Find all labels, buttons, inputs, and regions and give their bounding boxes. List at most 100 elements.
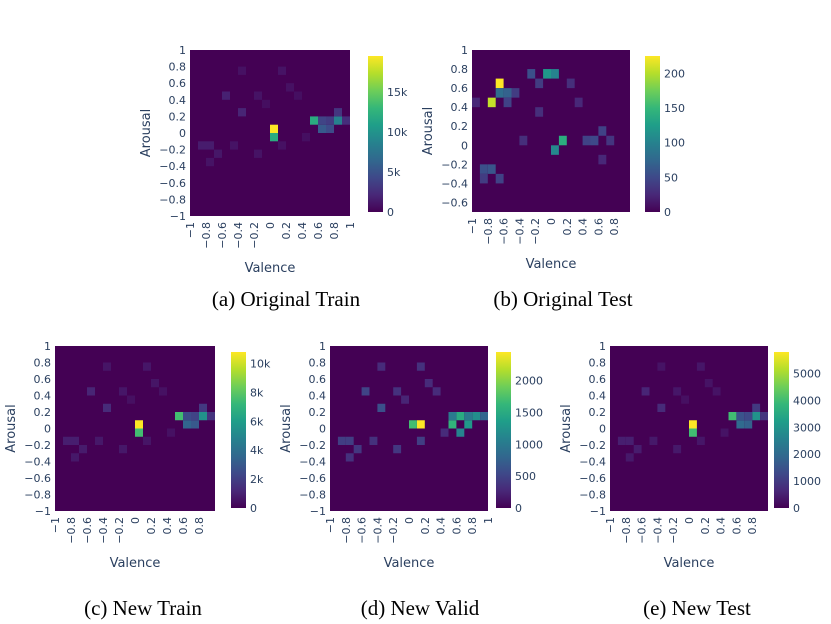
y-tick-label: 0.4 bbox=[169, 94, 187, 107]
y-tick-label: 0.2 bbox=[34, 406, 52, 419]
heatmap-cell bbox=[448, 420, 457, 429]
x-tick-label: −0.2 bbox=[529, 218, 542, 245]
x-tick-label: −0.2 bbox=[387, 517, 400, 544]
heatmap-cell bbox=[318, 124, 326, 133]
x-axis-label: Valence bbox=[245, 261, 296, 276]
heatmap-cell bbox=[135, 428, 143, 437]
y-tick-label: 0.6 bbox=[34, 373, 52, 386]
x-axis-label: Valence bbox=[384, 556, 435, 571]
y-tick-label: −0.6 bbox=[24, 472, 51, 485]
caption-a: (a) Original Train bbox=[211, 287, 361, 311]
heatmap-cell bbox=[535, 78, 544, 89]
x-tick-label: 0.8 bbox=[608, 218, 621, 236]
heatmap-cell bbox=[294, 91, 302, 100]
heatmap-cell bbox=[456, 428, 465, 437]
x-tick-label: −1 bbox=[604, 517, 617, 533]
x-tick-label: 0.2 bbox=[561, 218, 574, 236]
heatmap-cell bbox=[401, 395, 409, 404]
colorbar-tick-label: 15k bbox=[387, 86, 408, 99]
y-axis-label: Arousal bbox=[139, 109, 154, 158]
y-tick-label: 0.2 bbox=[309, 406, 327, 419]
heatmap-cell bbox=[689, 428, 697, 437]
heatmap-cell bbox=[254, 149, 262, 158]
x-tick-label: −1 bbox=[49, 517, 62, 533]
colorbar-tick-label: 150 bbox=[664, 102, 685, 115]
heatmap-cell bbox=[416, 420, 425, 429]
y-tick-label: 0.2 bbox=[169, 110, 187, 123]
heatmap-cell bbox=[278, 66, 286, 75]
heatmap-cell bbox=[487, 97, 496, 108]
x-tick-label: −0.6 bbox=[498, 218, 511, 245]
heatmap-cell bbox=[262, 99, 270, 109]
heatmap-cell bbox=[744, 412, 753, 421]
y-tick-label: 0 bbox=[44, 423, 51, 436]
y-tick-label: 0.4 bbox=[451, 101, 469, 114]
heatmap-cell bbox=[63, 436, 71, 445]
y-axis-label: Arousal bbox=[421, 107, 436, 156]
heatmap-cell bbox=[393, 445, 402, 454]
x-tick-label: 0.8 bbox=[328, 222, 341, 240]
heatmap-cell bbox=[214, 149, 222, 158]
heatmap-cell bbox=[649, 436, 658, 445]
x-tick-label: 0.2 bbox=[145, 517, 158, 535]
heatmap-cell bbox=[119, 445, 127, 454]
heatmap-cell bbox=[183, 420, 191, 429]
heatmap-cell bbox=[456, 412, 465, 421]
heatmap-cell bbox=[625, 453, 634, 462]
y-tick-label: −0.4 bbox=[24, 456, 51, 469]
caption-c: (c) New Train bbox=[84, 596, 202, 620]
heatmap-cell bbox=[712, 387, 721, 396]
x-tick-label: 0.8 bbox=[193, 517, 206, 535]
heatmap-cell bbox=[206, 141, 214, 150]
heatmap-cell bbox=[103, 403, 111, 412]
heatmap-cell bbox=[464, 412, 473, 421]
heatmap-cell bbox=[143, 436, 151, 445]
caption-b: (b) Original Test bbox=[493, 287, 633, 311]
y-tick-label: 0.2 bbox=[451, 120, 469, 133]
x-axis-label: Valence bbox=[526, 257, 577, 272]
x-tick-label: 0.4 bbox=[435, 517, 448, 535]
x-tick-label: 0.6 bbox=[730, 517, 743, 535]
x-tick-label: 0.2 bbox=[699, 517, 712, 535]
heatmap-cell bbox=[286, 83, 294, 92]
colorbar-tick-label: 2000 bbox=[793, 448, 821, 461]
y-tick-label: 1 bbox=[319, 340, 326, 353]
heatmap-cell bbox=[127, 395, 135, 404]
heatmap-cell bbox=[377, 362, 386, 371]
y-tick-label: 0.6 bbox=[169, 77, 187, 90]
heatmap-cell bbox=[103, 362, 111, 371]
x-tick-label: 0.8 bbox=[746, 517, 759, 535]
heatmap-cell bbox=[238, 66, 246, 75]
heatmap-cell bbox=[191, 412, 199, 421]
x-tick-label: −0.8 bbox=[482, 218, 495, 245]
heatmap-cell bbox=[551, 145, 559, 155]
heatmap-cell bbox=[479, 164, 488, 174]
heatmap-cell bbox=[480, 412, 488, 421]
heatmap-cell bbox=[752, 403, 761, 412]
heatmap-cell bbox=[71, 453, 79, 462]
colorbar-tick-label: 1500 bbox=[515, 406, 543, 419]
x-tick-label: 0.4 bbox=[296, 222, 309, 240]
x-tick-label: 0.6 bbox=[177, 517, 190, 535]
x-tick-label: −0.6 bbox=[356, 517, 369, 544]
y-tick-label: 1 bbox=[179, 44, 186, 57]
heatmap-cell bbox=[369, 436, 378, 445]
colorbar-tick-label: 2k bbox=[250, 473, 264, 486]
heatmap-cell bbox=[566, 78, 575, 89]
heatmap-cell bbox=[353, 445, 362, 454]
colorbar-tick-label: 0 bbox=[515, 502, 522, 515]
heatmap-cell bbox=[270, 124, 278, 133]
x-tick-label: 0.6 bbox=[312, 222, 325, 240]
heatmap-cell bbox=[511, 88, 520, 98]
heatmap-cell bbox=[503, 88, 512, 98]
y-tick-label: 0.8 bbox=[451, 63, 469, 76]
heatmap-cell bbox=[222, 91, 230, 100]
y-tick-label: −0.6 bbox=[299, 472, 326, 485]
heatmap-cell bbox=[673, 445, 682, 454]
x-tick-label: 1 bbox=[344, 222, 357, 229]
x-tick-label: 0 bbox=[683, 517, 696, 524]
heatmap-cell bbox=[495, 173, 504, 184]
y-tick-label: 0 bbox=[179, 127, 186, 140]
heatmap-cell bbox=[495, 78, 504, 89]
heatmap-cell bbox=[393, 387, 402, 396]
